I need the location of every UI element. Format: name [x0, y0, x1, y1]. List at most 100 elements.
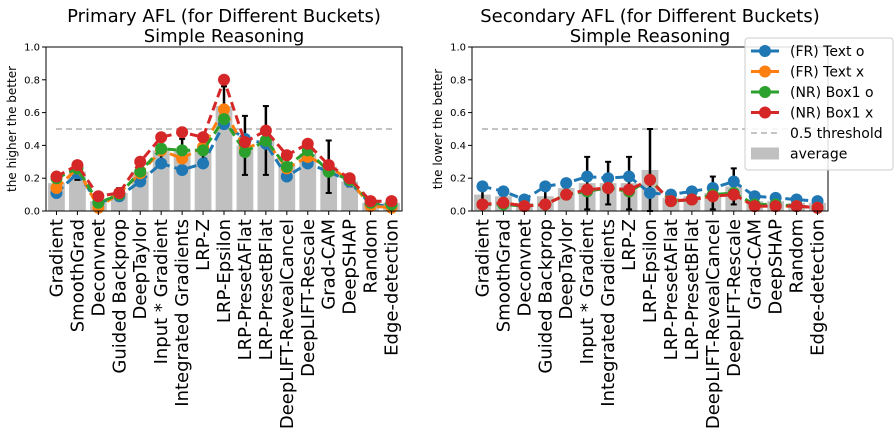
series-point [155, 131, 168, 144]
series-point [343, 172, 356, 185]
series-point [176, 144, 189, 157]
series-point [664, 195, 677, 208]
x-tick-label: Gradient [46, 219, 67, 297]
series-point [727, 175, 740, 188]
x-tick-label: DeepTaylor [130, 218, 151, 319]
series-point [623, 183, 636, 196]
series-point [560, 188, 573, 201]
series-point [259, 124, 272, 137]
series-point [155, 157, 168, 170]
x-tick-label: Edge-detection [382, 219, 403, 356]
x-tick-label: LRP-Epsilon [640, 219, 661, 323]
x-tick-label: Gradient [472, 219, 493, 297]
x-tick-label: LRP-PresetBFlat [256, 219, 277, 360]
series-point [71, 159, 84, 172]
series-point [301, 137, 314, 150]
series-point [176, 126, 189, 139]
chart-title: Secondary AFL (for Different Buckets) [480, 6, 820, 27]
series-point [790, 200, 803, 213]
x-tick-label: LRP-PresetAFlat [661, 219, 682, 360]
y-axis-label: the lower the better [431, 69, 445, 189]
y-tick-label: 1.0 [450, 43, 466, 54]
series-point [769, 200, 782, 213]
x-tick-label: Guided Backprop [535, 219, 556, 374]
x-tick-label: DeepLIFT-RevealCancel [703, 219, 724, 429]
series-point [197, 144, 210, 157]
chart-subtitle: Simple Reasoning [570, 26, 731, 47]
y-tick-label: 0.4 [450, 141, 466, 152]
x-tick-label: LRP-Epsilon [214, 219, 235, 323]
series-point [706, 190, 719, 203]
series-point [727, 188, 740, 201]
series-point [476, 180, 489, 193]
series-point [539, 180, 552, 193]
x-tick-label: Deconvnet [88, 219, 109, 316]
series-point [176, 152, 189, 165]
series-point [176, 164, 189, 176]
series-point [685, 193, 698, 206]
x-tick-label: Random [361, 219, 382, 294]
chart-subtitle: Simple Reasoning [144, 26, 305, 47]
average-bar [173, 150, 191, 211]
y-tick-label: 0.2 [450, 174, 466, 185]
x-tick-label: LRP-Z [193, 219, 214, 271]
x-tick-label: LRP-PresetAFlat [235, 219, 256, 360]
series-point [280, 170, 293, 183]
y-tick-label: 0.8 [24, 75, 40, 86]
legend-label: average [790, 147, 847, 163]
series-point [322, 159, 335, 172]
series-point [50, 170, 63, 183]
series-point [539, 198, 552, 211]
x-tick-label: DeepLIFT-Rescale [298, 219, 319, 377]
series-point [623, 170, 636, 183]
series-point [560, 177, 573, 190]
y-tick-label: 0.4 [24, 141, 40, 152]
legend-marker-swatch [759, 65, 771, 78]
legend-box [744, 37, 894, 171]
x-tick-label: LRP-PresetBFlat [682, 219, 703, 360]
x-tick-label: SmoothGrad [67, 219, 88, 332]
primary-afl-chart: Primary AFL (for Different Buckets) Simp… [5, 6, 403, 429]
average-bar [69, 171, 86, 211]
series-point [50, 182, 63, 195]
series-point [197, 157, 210, 170]
series-point [476, 198, 489, 211]
y-tick-label: 0.6 [450, 108, 466, 119]
series-point [748, 200, 761, 213]
x-tick-label: Guided Backprop [109, 219, 130, 374]
series-point [280, 160, 293, 173]
x-tick-label: Edge-detection [808, 219, 829, 356]
series-point [581, 183, 594, 196]
x-tick-label: Grad-CAM [319, 219, 340, 310]
series-point [92, 190, 105, 203]
x-tick-label: Deconvnet [514, 219, 535, 316]
series-point [497, 196, 510, 209]
legend-label: (FR) Text x [790, 65, 864, 81]
legend-marker-swatch [759, 106, 771, 119]
x-tick-label: Integrated Gradients [172, 219, 193, 407]
series-point [581, 170, 594, 183]
x-tick-label: Integrated Gradients [598, 219, 619, 407]
series-point [238, 136, 251, 149]
series-point [259, 134, 272, 147]
series-point [644, 186, 656, 199]
secondary-afl-chart: Secondary AFL (for Different Buckets) Si… [431, 6, 829, 429]
legend-label: (NR) Box1 o [790, 85, 874, 101]
average-bar [299, 153, 317, 211]
series-line [482, 175, 818, 203]
x-tick-label: DeepLIFT-Rescale [724, 219, 745, 377]
y-tick-label: 1.0 [24, 43, 40, 54]
average-bar [236, 145, 254, 211]
x-tick-label: DeepLIFT-RevealCancel [277, 219, 298, 429]
x-tick-label: Input * Gradient [151, 219, 172, 364]
series-point [385, 195, 398, 208]
x-tick-label: DeepTaylor [556, 218, 577, 319]
x-tick-label: Random [787, 219, 808, 294]
x-tick-label: Grad-CAM [745, 219, 766, 310]
series-point [748, 190, 761, 203]
average-bar [215, 106, 233, 211]
legend-label: 0.5 threshold [790, 126, 883, 142]
series-point [134, 155, 147, 168]
series-point [518, 200, 531, 213]
